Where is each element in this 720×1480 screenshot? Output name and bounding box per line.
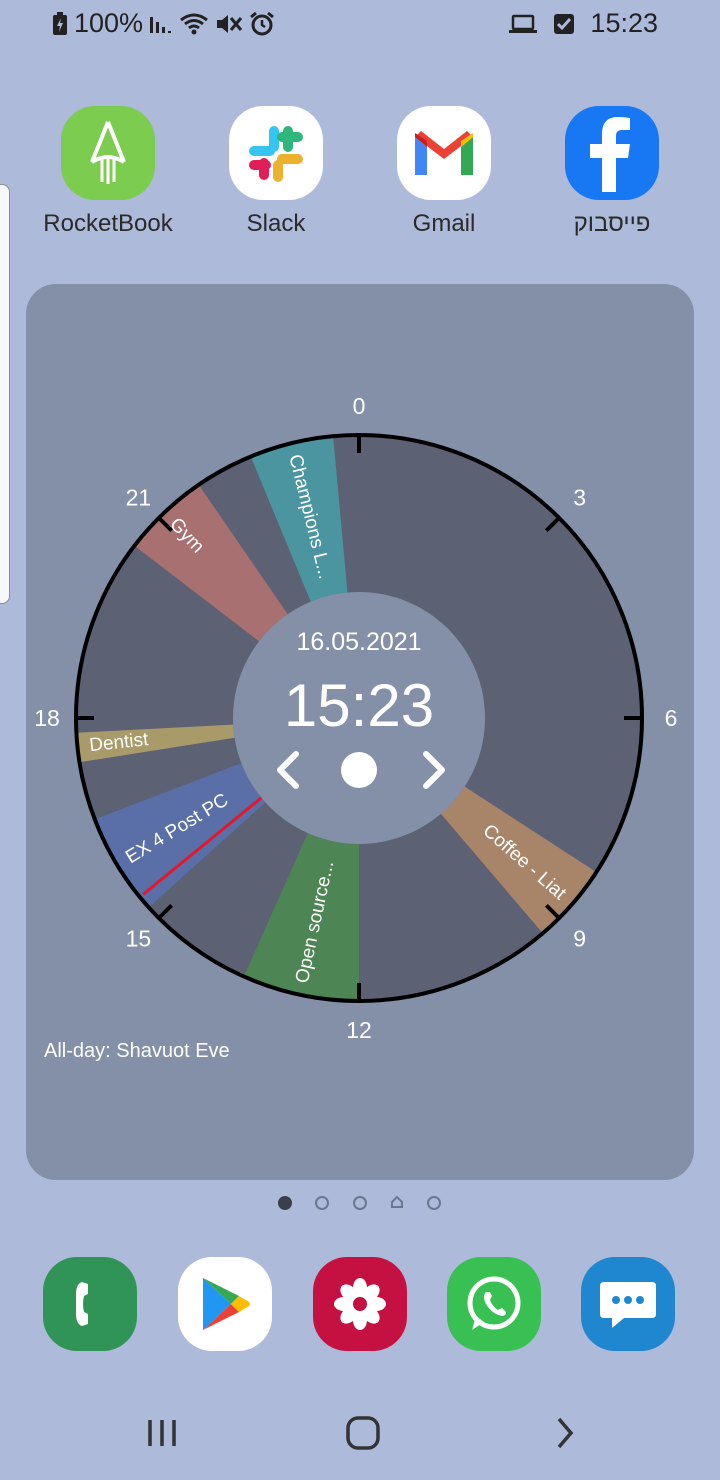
- status-time: 15:23: [590, 8, 658, 38]
- app-label: RocketBook: [43, 210, 173, 237]
- messages-icon[interactable]: [581, 1257, 675, 1351]
- wifi-icon: [179, 12, 209, 36]
- status-bar: 100% 15:23: [0, 0, 720, 50]
- gallery-icon[interactable]: [313, 1257, 407, 1351]
- page-dot-active[interactable]: [278, 1196, 292, 1210]
- whatsapp-icon[interactable]: [447, 1257, 541, 1351]
- battery-level: 100%: [74, 8, 144, 38]
- back-icon[interactable]: [540, 1410, 590, 1456]
- app-facebook[interactable]: פייסבוק: [532, 106, 692, 238]
- app-gmail[interactable]: Gmail: [364, 106, 524, 238]
- edge-panel-handle[interactable]: [0, 184, 10, 604]
- slack-icon: [229, 106, 323, 200]
- gmail-icon: [397, 106, 491, 200]
- recents-icon[interactable]: [137, 1410, 187, 1456]
- phone-icon[interactable]: [43, 1257, 137, 1351]
- task-done-icon: [552, 12, 576, 36]
- page-indicator: [0, 1195, 720, 1216]
- app-label: Slack: [246, 210, 306, 237]
- all-day-event[interactable]: All-day: Shavuot Eve: [44, 1040, 230, 1062]
- rocketbook-icon: [61, 106, 155, 200]
- facebook-icon: [565, 106, 659, 200]
- battery-charging-icon: [52, 11, 68, 36]
- play-store-icon[interactable]: [178, 1257, 272, 1351]
- home-icon[interactable]: [338, 1410, 388, 1456]
- app-rocketbook[interactable]: RocketBook: [28, 106, 188, 238]
- app-label: פייסבוק: [573, 210, 651, 237]
- home-page-dot-icon[interactable]: [390, 1195, 404, 1214]
- app-label: Gmail: [412, 210, 476, 237]
- signal-icon: [149, 13, 173, 35]
- alarm-icon: [249, 11, 275, 37]
- page-dot[interactable]: [427, 1196, 441, 1210]
- laptop-icon: [508, 13, 538, 35]
- mute-icon: [215, 12, 243, 36]
- page-dot[interactable]: [315, 1196, 329, 1210]
- page-dot[interactable]: [353, 1196, 367, 1210]
- app-slack[interactable]: Slack: [196, 106, 356, 238]
